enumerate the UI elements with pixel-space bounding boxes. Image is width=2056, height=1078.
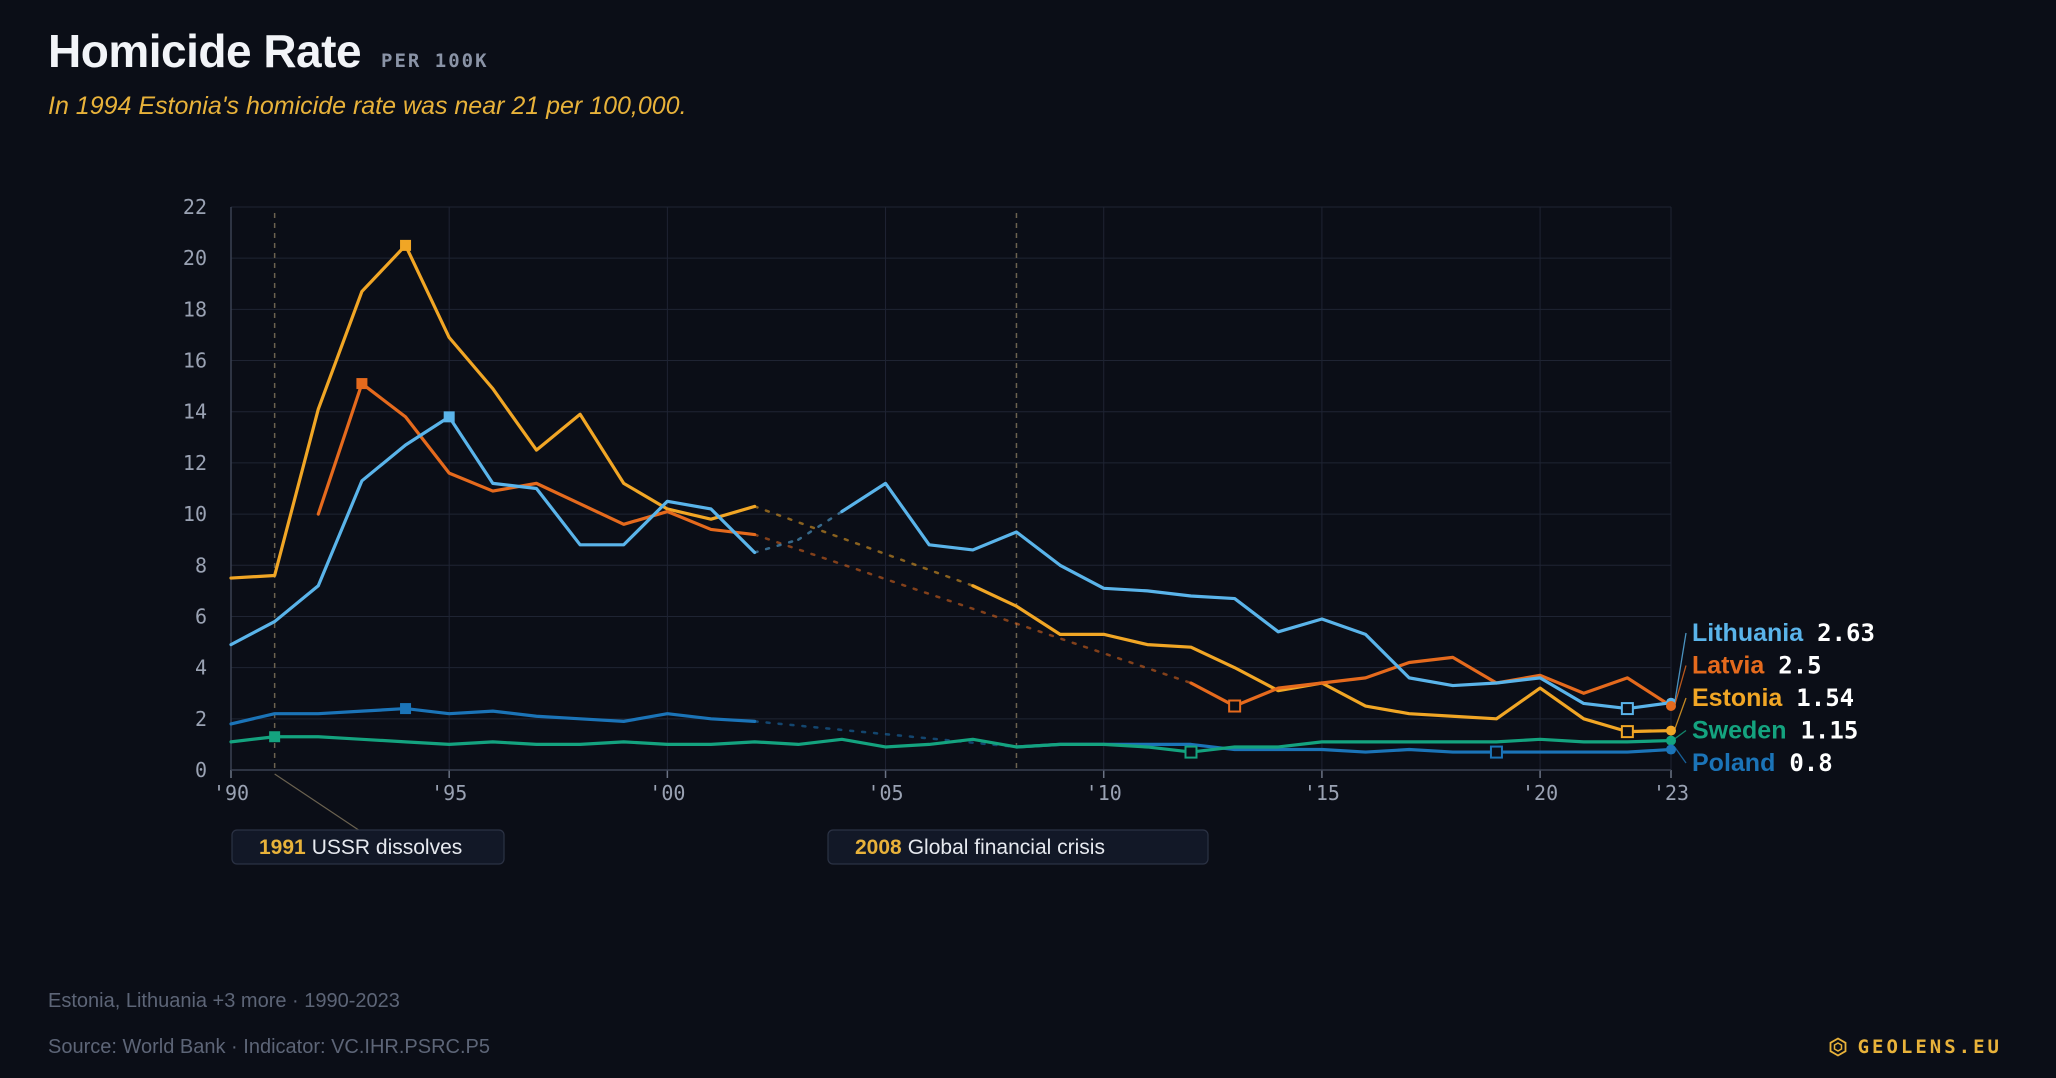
series-line-lithuania	[229, 415, 757, 647]
event-annotation-box	[231, 829, 505, 865]
series-name: Lithuania	[1692, 619, 1804, 647]
selection-summary: Estonia, Lithuania +3 more · 1990-2023	[48, 990, 400, 1012]
y-tick-label: 12	[183, 451, 207, 475]
series-name: Sweden	[1692, 717, 1786, 745]
x-tick-label: '10	[1086, 781, 1122, 805]
end-leader-poland	[1674, 747, 1687, 764]
brand-name: GEOLENS.EU	[1857, 1036, 2002, 1058]
series-gap-poland	[753, 720, 1018, 749]
x-tick-label: '15	[1304, 781, 1340, 805]
low-marker-latvia	[1228, 699, 1242, 713]
series-gap-lithuania	[797, 510, 844, 541]
peak-marker-poland	[400, 703, 412, 715]
event-year: 2008	[855, 836, 902, 859]
x-tick-label: '23	[1653, 781, 1689, 805]
series-latest-value: 1.54	[1796, 684, 1854, 712]
end-dot-sweden	[1666, 735, 1676, 746]
series-line-poland	[229, 706, 757, 726]
event-label: Global financial crisis	[908, 836, 1105, 859]
x-tick-label: '95	[431, 781, 467, 805]
low-marker-lithuania	[1620, 702, 1634, 716]
low-marker-poland	[1489, 745, 1503, 759]
low-marker-estonia	[1620, 725, 1634, 739]
event-annotation-box	[827, 829, 1209, 865]
end-label-lithuania: Lithuania 2.63	[1692, 619, 1875, 647]
x-tick-label: '05	[867, 781, 903, 805]
y-tick-label: 4	[195, 656, 207, 680]
end-label-estonia: Estonia 1.54	[1692, 684, 1854, 712]
series-latest-value: 2.63	[1817, 619, 1875, 647]
end-label-poland: Poland 0.8	[1692, 749, 1833, 777]
x-tick-label: '00	[649, 781, 685, 805]
end-leader-lithuania	[1674, 632, 1687, 701]
series-name: Latvia	[1692, 652, 1765, 680]
peak-marker-sweden	[269, 731, 281, 743]
low-marker-sweden	[1184, 745, 1198, 759]
unit-label: PER 100K	[381, 50, 489, 72]
y-tick-label: 2	[195, 707, 207, 731]
end-leader-sweden	[1674, 729, 1687, 740]
y-tick-label: 8	[195, 553, 207, 577]
event-annotation: 2008 Global financial crisis	[855, 836, 1105, 859]
series-gap-estonia	[753, 505, 975, 587]
x-tick-label: '90	[213, 781, 249, 805]
y-tick-label: 18	[183, 297, 207, 321]
event-label: USSR dissolves	[312, 836, 463, 859]
brand[interactable]: GEOLENS.EU	[1828, 1036, 2002, 1058]
hexagon-logo-icon	[1829, 1037, 1847, 1057]
end-leader-estonia	[1674, 697, 1687, 729]
series-line-latvia	[316, 381, 757, 537]
y-tick-label: 14	[183, 400, 207, 424]
end-dot-estonia	[1666, 725, 1676, 736]
series-line-latvia	[1189, 655, 1673, 708]
x-tick-label: '20	[1522, 781, 1558, 805]
series-line-lithuania	[840, 481, 1673, 711]
event-annotation: 1991 USSR dissolves	[259, 836, 462, 859]
peak-marker-lithuania	[443, 411, 455, 423]
y-tick-label: 6	[195, 604, 207, 628]
y-tick-label: 20	[183, 246, 207, 270]
series-latest-value: 0.8	[1789, 749, 1832, 777]
y-tick-label: 16	[183, 349, 207, 373]
series-name: Poland	[1692, 749, 1775, 777]
event-leader-line	[274, 773, 359, 831]
event-year: 1991	[259, 836, 306, 859]
series-name: Estonia	[1692, 684, 1783, 712]
peak-marker-estonia	[400, 239, 412, 251]
series-line-estonia	[229, 243, 757, 580]
end-dot-latvia	[1666, 701, 1676, 712]
chart-header: Homicide Rate PER 100K	[48, 24, 489, 78]
series-line-sweden	[229, 735, 1673, 754]
end-label-latvia: Latvia 2.5	[1692, 652, 1822, 680]
series-gap-latvia	[753, 533, 1193, 685]
peak-marker-latvia	[356, 378, 368, 390]
end-leader-latvia	[1674, 665, 1687, 705]
series-latest-value: 1.15	[1800, 717, 1858, 745]
y-tick-label: 22	[183, 195, 207, 219]
source-note: Source: World Bank · Indicator: VC.IHR.P…	[48, 1036, 491, 1058]
chart-subtitle: In 1994 Estonia's homicide rate was near…	[48, 92, 687, 120]
end-label-sweden: Sweden 1.15	[1692, 717, 1858, 745]
y-tick-label: 10	[183, 502, 207, 526]
page-title: Homicide Rate	[48, 25, 362, 77]
series-gap-lithuania	[753, 538, 800, 554]
end-dot-poland	[1666, 744, 1676, 755]
series-latest-value: 2.5	[1778, 652, 1821, 680]
y-tick-label: 0	[195, 758, 207, 782]
